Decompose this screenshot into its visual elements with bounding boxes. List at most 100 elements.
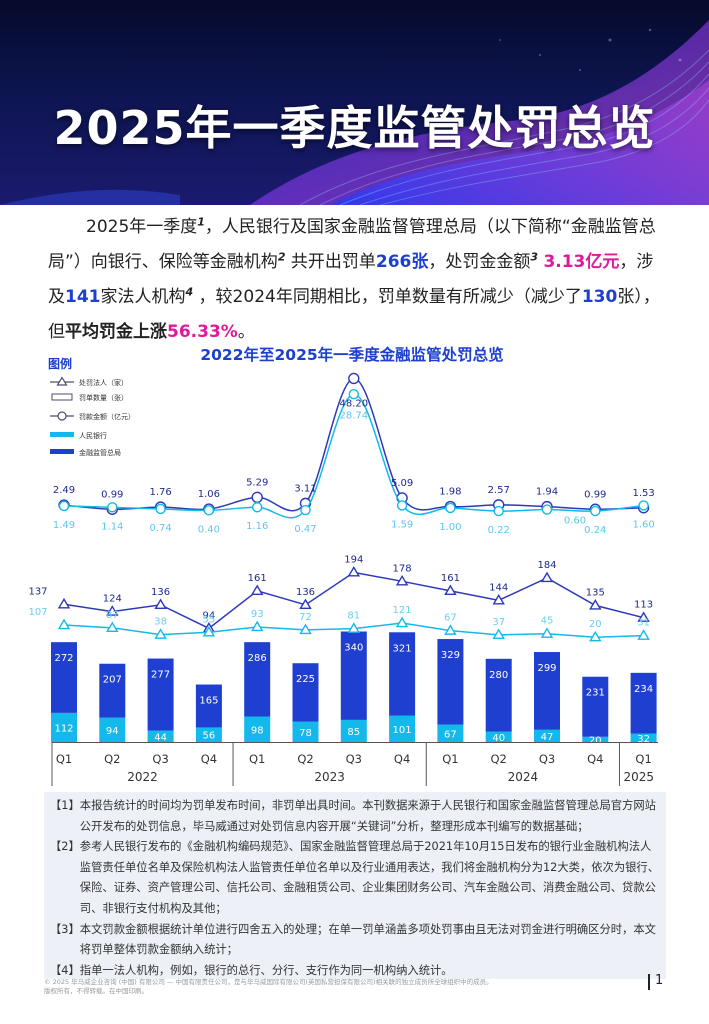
bar-pboc-9	[485, 731, 512, 742]
label-fine-amount-b-6: 28.74	[339, 410, 368, 421]
label-fine-amount-a-1: 0.99	[101, 489, 123, 500]
svg-text:人民银行: 人民银行	[79, 431, 107, 440]
point-fine-amount-b-8	[445, 502, 456, 514]
label-penalty-count-4: 93	[251, 609, 264, 620]
x-tick-label-4: Q1	[249, 752, 265, 766]
label-fine-amount-a-10: 1.94	[536, 487, 558, 498]
label-legal-entities-11: 135	[586, 587, 605, 598]
x-tick-label-11: Q4	[587, 752, 603, 766]
bar-nfra-5	[292, 663, 319, 722]
label-nfra-9: 280	[489, 670, 508, 681]
label-nfra-4: 286	[248, 653, 267, 664]
label-pboc-1: 94	[106, 726, 119, 737]
bar-nfra-7	[389, 632, 416, 716]
bar-pboc-12	[630, 733, 657, 742]
point-legal-entities-8	[444, 584, 457, 596]
copyright-line: © 2025 毕马威企业咨询 (中国) 有限公司 — 中国有限责任公司，是与毕马…	[44, 978, 493, 986]
label-fine-amount-b-3: 0.40	[198, 524, 220, 535]
label-nfra-12: 234	[634, 684, 653, 695]
point-fine-amount-b-7	[396, 500, 408, 511]
chart-legend: 图例 处罚法人（家） 罚单数量（张） 罚款金额（亿元） 人民银行 金融监管总局	[48, 356, 135, 457]
label-fine-amount-b-8: 1.00	[439, 522, 461, 533]
point-fine-amount-b-10	[541, 504, 553, 515]
x-tick-label-1: Q2	[104, 752, 120, 766]
label-fine-amount-b-11: 0.24	[584, 525, 606, 536]
label-legal-entities-7: 178	[393, 563, 412, 574]
label-nfra-10: 299	[537, 663, 556, 674]
x-tick-label-5: Q2	[297, 752, 313, 766]
point-penalty-count-10	[540, 627, 554, 638]
x-tick-label-7: Q4	[394, 752, 410, 766]
point-legal-entities-12	[637, 611, 650, 622]
label-pboc-9: 40	[492, 733, 505, 744]
label-penalty-count-0: 107	[28, 607, 47, 618]
intro-paragraph: 2025年一季度1，人民银行及国家金融监督管理总局（以下简称“金融监管总局”）向…	[48, 215, 660, 342]
label-nfra-2: 277	[151, 670, 170, 681]
hero-banner: 2025年一季度监管处罚总览	[0, 0, 709, 205]
label-nfra-8: 329	[441, 650, 460, 661]
label-pboc-7: 101	[393, 725, 412, 736]
point-legal-entities-6	[347, 565, 361, 577]
bar-pboc-2	[147, 730, 174, 742]
label-fine-amount-a-3: 1.06	[198, 489, 220, 500]
point-penalty-count-4	[250, 620, 264, 632]
label-nfra-11: 231	[586, 688, 605, 699]
legend-title: 图例	[48, 356, 72, 371]
label-legal-entities-9: 144	[489, 582, 508, 593]
label-fine-amount-a-11: 0.99	[584, 489, 606, 500]
rights-line: 版权所有，不得转载。在中国印刷。	[44, 987, 148, 995]
label-pboc-3: 56	[203, 731, 216, 742]
point-fine-amount-b-0	[58, 500, 70, 512]
x-tick-label-2: Q3	[152, 752, 168, 766]
point-fine-amount-b-2	[155, 503, 166, 515]
bar-pboc-0	[51, 712, 77, 742]
bar-pboc-5	[292, 721, 319, 742]
bar-nfra-12	[630, 672, 657, 734]
label-legal-entities-2: 136	[151, 587, 170, 598]
label-nfra-6: 340	[344, 643, 363, 654]
footnotes-box: 【1】 本报告统计的时间均为罚单发布时间，非罚单出具时间。本刊数据来源于人民银行和…	[44, 792, 666, 979]
label-nfra-0: 272	[54, 653, 73, 664]
label-penalty-count-5: 72	[299, 612, 312, 623]
bar-nfra-8	[437, 639, 464, 725]
footnote-ref-1: 1	[197, 215, 205, 229]
bar-pboc-11	[582, 736, 609, 742]
bar-pboc-10	[534, 729, 560, 742]
label-nfra-7: 321	[393, 643, 412, 654]
point-penalty-count-6	[347, 622, 361, 633]
label-legal-entities-8: 161	[441, 573, 460, 584]
label-legal-entities-4: 161	[248, 573, 267, 584]
label-penalty-count-3: 55	[203, 614, 216, 625]
label-fine-amount-a-7: 5.09	[391, 478, 413, 489]
fine-amount: 3.13亿元	[543, 252, 620, 272]
penalty-count: 266张	[375, 252, 429, 272]
legend-item-nfra: 金融监管总局	[50, 448, 121, 457]
point-fine-amount-b-1	[107, 502, 118, 513]
point-penalty-count-7	[395, 616, 409, 628]
label-fine-amount-b-0: 1.49	[53, 520, 75, 531]
label-legal-entities-6: 194	[344, 554, 363, 565]
point-legal-entities-1	[106, 605, 119, 616]
bar-pboc-1	[99, 717, 126, 742]
point-legal-entities-4	[250, 584, 264, 596]
label-penalty-count-8: 67	[444, 613, 457, 624]
footnote-ref-4: 4	[185, 285, 194, 299]
point-legal-entities-11	[589, 599, 602, 610]
footnote-ref-3: 3	[530, 250, 539, 264]
bar-pboc-3	[195, 727, 222, 742]
label-penalty-count-11: 20	[589, 619, 602, 630]
bar-nfra-4	[244, 642, 271, 717]
point-fine-amount-b-5	[300, 504, 311, 516]
label-legal-entities-5: 136	[296, 587, 315, 598]
svg-text:金融监管总局: 金融监管总局	[79, 448, 121, 457]
bar-pboc-7	[389, 715, 416, 742]
label-penalty-count-10: 45	[541, 616, 554, 627]
penalty-overview-chart: 2022年至2025年一季度金融监管处罚总览 图例 处罚法人（家） 罚单数量（张…	[28, 345, 658, 786]
label-pboc-8: 67	[444, 729, 457, 740]
footnote-1: 【1】 本报告统计的时间均为罚单发布时间，非罚单出具时间。本刊数据来源于人民银行和…	[50, 799, 656, 833]
footnote-4: 【4】 指单一法人机构，例如，银行的总行、分行、支行作为同一机构纳入统计。	[50, 963, 453, 977]
page-divider	[648, 974, 650, 990]
point-fine-amount-b-12	[638, 500, 649, 511]
footnote-3: 【3】 本文罚款金额根据统计单位进行四舍五入的处理；在单一罚单涵盖多项处罚事由且无…	[50, 922, 656, 957]
label-nfra-3: 165	[199, 696, 218, 707]
